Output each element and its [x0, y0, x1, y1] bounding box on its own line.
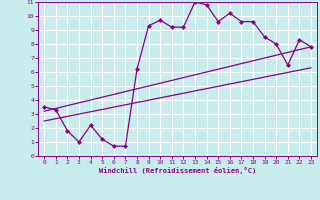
X-axis label: Windchill (Refroidissement éolien,°C): Windchill (Refroidissement éolien,°C)	[99, 167, 256, 174]
